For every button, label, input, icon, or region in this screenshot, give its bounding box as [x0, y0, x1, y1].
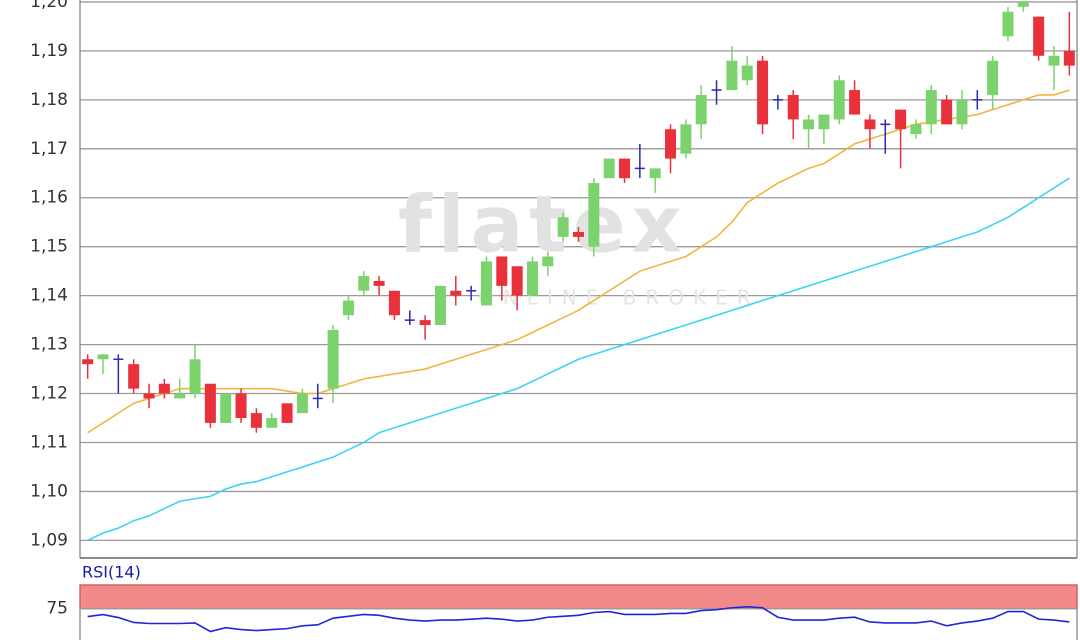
candle-body — [726, 60, 738, 91]
candle-body — [204, 383, 216, 423]
y-tick-label: 1,09 — [30, 530, 68, 550]
y-tick-label: 75 — [46, 599, 68, 619]
candle-body — [573, 232, 584, 237]
candle-body — [818, 114, 830, 130]
overbought-band — [79, 584, 1078, 610]
candle-body — [189, 359, 201, 394]
candle-body — [327, 329, 339, 389]
candle-body — [511, 266, 523, 296]
candle-body — [480, 261, 492, 306]
watermark-logo: flatex — [398, 180, 688, 270]
candle-body — [1017, 1, 1029, 7]
watermark: flatex ONLINE BROKER — [398, 180, 760, 310]
candle-body — [864, 119, 876, 130]
candle-body — [358, 276, 370, 291]
candle-body — [296, 393, 308, 414]
candle-body — [895, 109, 907, 130]
candle-body — [158, 383, 170, 394]
candle-body — [450, 290, 462, 296]
candle-body — [419, 320, 431, 326]
candle-body — [619, 158, 631, 179]
y-tick-label: 1,16 — [30, 188, 68, 208]
y-tick-label: 1,18 — [30, 90, 68, 110]
y-tick-label: 1,12 — [30, 384, 68, 404]
candle-body — [266, 418, 278, 428]
candle-body — [82, 359, 94, 365]
y-tick-label: 1,10 — [30, 481, 68, 501]
candle-body — [174, 393, 186, 399]
y-tick-label: 1,17 — [30, 139, 68, 159]
candle-body — [603, 158, 615, 179]
candle-body — [680, 124, 692, 154]
candle-body — [235, 393, 247, 419]
candle-body — [128, 364, 140, 389]
candle-body — [1002, 11, 1014, 37]
watermark-tagline: ONLINE BROKER — [478, 286, 760, 310]
candle-body — [557, 217, 569, 237]
candle-body — [1063, 50, 1075, 66]
y-tick-label: 1,20 — [30, 0, 68, 12]
candle-body — [803, 119, 815, 130]
candle-body — [542, 256, 554, 267]
candle-body — [1048, 55, 1060, 66]
candle-body — [987, 60, 999, 95]
candle-body — [281, 403, 293, 423]
candle-body — [910, 124, 922, 135]
candle-body — [787, 94, 799, 120]
candle-body — [373, 280, 385, 286]
candle-body — [956, 99, 968, 125]
rsi-line — [87, 606, 1070, 633]
candle-body — [143, 393, 155, 399]
candle-body — [526, 261, 538, 296]
candle-body — [941, 99, 953, 125]
candle-body — [649, 168, 661, 179]
y-tick-label: 1,11 — [30, 432, 68, 452]
candle-body — [588, 183, 600, 247]
candle-body — [695, 94, 707, 125]
panel-title: RSI(14) — [82, 563, 141, 582]
candle-body — [342, 300, 354, 316]
candle-body — [757, 60, 769, 125]
candle-body — [250, 413, 262, 428]
candle-body — [434, 285, 446, 326]
candle-body — [849, 90, 861, 115]
candle-body — [1033, 16, 1045, 56]
candle-body — [388, 290, 400, 316]
candle-body — [741, 65, 753, 81]
y-tick-label: 1,14 — [30, 286, 68, 306]
candle-body — [665, 129, 677, 159]
candle-body — [97, 354, 109, 360]
candle-body — [925, 90, 937, 125]
y-tick-label: 1,13 — [30, 335, 68, 355]
moving-average-line — [87, 177, 1070, 542]
candle-body — [220, 393, 232, 423]
y-tick-label: 1,15 — [30, 237, 68, 257]
candle-body — [833, 80, 845, 120]
y-tick-label: 1,19 — [30, 41, 68, 61]
candle-body — [496, 256, 508, 286]
